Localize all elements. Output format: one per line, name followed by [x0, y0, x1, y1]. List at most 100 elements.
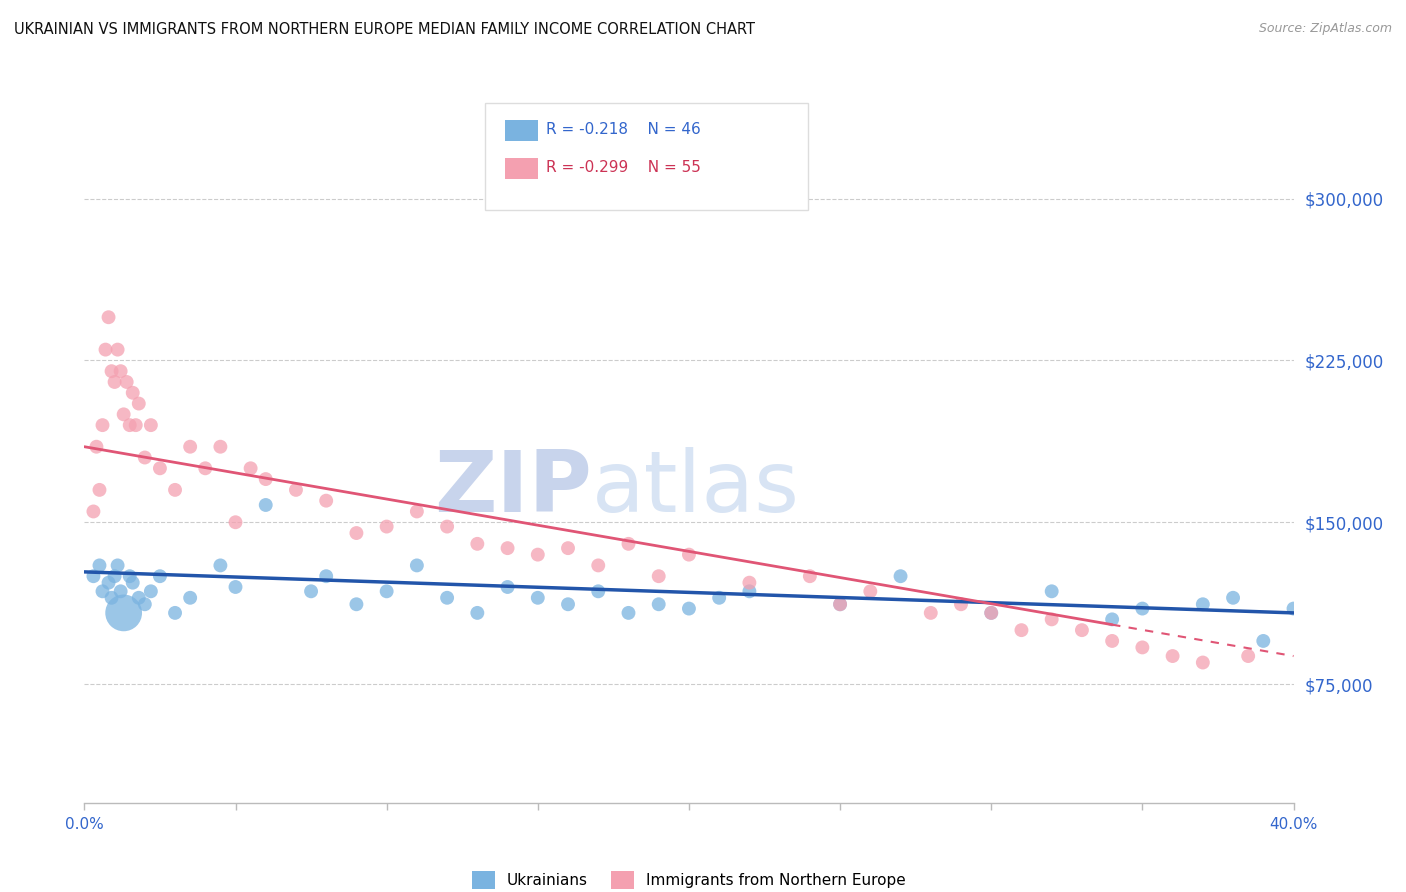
Point [375, 584, 398, 599]
Point [118, 569, 141, 583]
Text: R = -0.299    N = 55: R = -0.299 N = 55 [546, 161, 700, 175]
Point [830, 597, 852, 611]
Point [165, 606, 187, 620]
Point [209, 440, 232, 454]
Point [980, 606, 1002, 620]
Point [107, 343, 129, 357]
Point [1192, 597, 1215, 611]
Point [194, 461, 217, 475]
Point [100, 591, 122, 605]
Text: atlas: atlas [592, 447, 800, 530]
Point [128, 396, 150, 410]
Point [496, 541, 519, 556]
Point [315, 493, 337, 508]
Point [406, 504, 429, 518]
Point [678, 601, 700, 615]
Point [436, 591, 458, 605]
Point [209, 558, 232, 573]
Point [617, 606, 640, 620]
Point [179, 440, 201, 454]
Point [709, 591, 731, 605]
Point [738, 575, 761, 590]
Point [859, 584, 882, 599]
Point [799, 569, 821, 583]
Point [134, 450, 156, 465]
Point [285, 483, 308, 497]
Point [91, 584, 114, 599]
Point [1101, 634, 1123, 648]
Point [1161, 648, 1184, 663]
Point [139, 418, 162, 433]
Point [89, 558, 111, 573]
Point [1132, 601, 1154, 615]
Text: R = -0.218    N = 46: R = -0.218 N = 46 [546, 122, 700, 136]
Point [678, 548, 700, 562]
Point [134, 597, 156, 611]
Point [149, 569, 172, 583]
Point [315, 569, 337, 583]
Point [557, 541, 579, 556]
Point [86, 440, 108, 454]
Point [112, 606, 135, 620]
Point [225, 580, 247, 594]
Point [496, 580, 519, 594]
Point [1101, 612, 1123, 626]
Point [110, 584, 132, 599]
Point [179, 591, 201, 605]
Point [1071, 623, 1094, 637]
Point [1040, 584, 1063, 599]
Point [648, 569, 671, 583]
Point [82, 504, 104, 518]
Point [91, 418, 114, 433]
Point [100, 364, 122, 378]
Point [97, 310, 120, 325]
Point [950, 597, 973, 611]
Point [1222, 591, 1244, 605]
Point [225, 515, 247, 529]
Point [738, 584, 761, 599]
Point [112, 408, 135, 422]
Point [104, 375, 127, 389]
Point [1237, 648, 1260, 663]
Point [648, 597, 671, 611]
Point [557, 597, 579, 611]
Point [588, 558, 610, 573]
Point [121, 575, 143, 590]
Point [890, 569, 912, 583]
Point [239, 461, 262, 475]
Point [527, 548, 550, 562]
Point [346, 597, 368, 611]
Point [467, 537, 489, 551]
Text: UKRAINIAN VS IMMIGRANTS FROM NORTHERN EUROPE MEDIAN FAMILY INCOME CORRELATION CH: UKRAINIAN VS IMMIGRANTS FROM NORTHERN EU… [14, 22, 755, 37]
Point [139, 584, 162, 599]
Point [125, 418, 148, 433]
Text: ZIP: ZIP [434, 447, 592, 530]
Point [375, 519, 398, 533]
Point [165, 483, 187, 497]
Text: Source: ZipAtlas.com: Source: ZipAtlas.com [1258, 22, 1392, 36]
Point [118, 418, 141, 433]
Point [115, 375, 138, 389]
Point [110, 364, 132, 378]
Point [1011, 623, 1033, 637]
Point [254, 472, 277, 486]
Point [467, 606, 489, 620]
Point [1282, 601, 1305, 615]
Point [82, 569, 104, 583]
Point [406, 558, 429, 573]
Point [121, 385, 143, 400]
Point [128, 591, 150, 605]
Point [588, 584, 610, 599]
Point [436, 519, 458, 533]
Point [94, 343, 117, 357]
Point [149, 461, 172, 475]
Point [89, 483, 111, 497]
Point [254, 498, 277, 512]
Point [980, 606, 1002, 620]
Point [1192, 656, 1215, 670]
Point [920, 606, 942, 620]
Point [104, 569, 127, 583]
Point [1253, 634, 1275, 648]
Point [346, 526, 368, 541]
Point [1132, 640, 1154, 655]
